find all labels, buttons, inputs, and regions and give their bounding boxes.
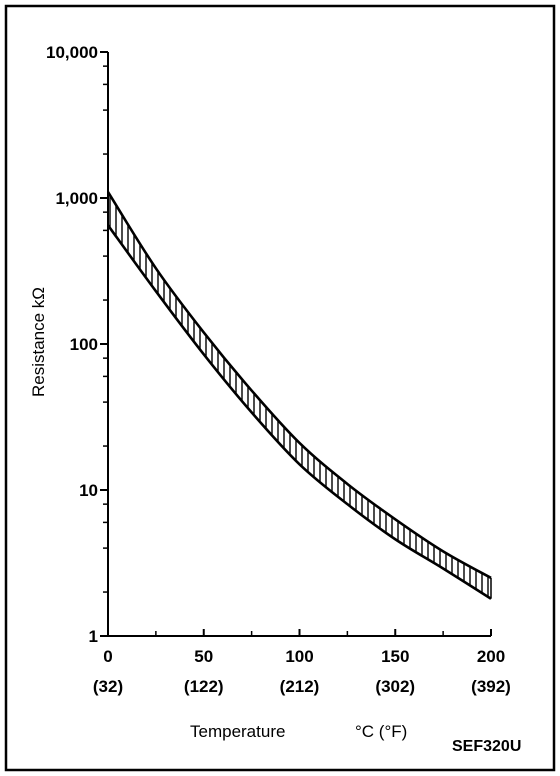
x-tick-label-fahrenheit: (302) <box>375 677 415 696</box>
y-tick-label: 100 <box>70 335 98 354</box>
x-tick-label-fahrenheit: (122) <box>184 677 224 696</box>
y-axis-label: Resistance kΩ <box>29 287 48 397</box>
y-tick-label: 10,000 <box>46 43 98 62</box>
figure-code: SEF320U <box>452 738 521 755</box>
y-tick-label: 10 <box>79 481 98 500</box>
x-tick-label-fahrenheit: (212) <box>280 677 320 696</box>
outer-border <box>4 4 556 772</box>
y-tick-label: 1,000 <box>55 189 98 208</box>
axis-ticks: 1 10 100 1,000 10,000 0 (32) 50 (122) 100 (212) 150… <box>46 43 511 696</box>
x-tick-label-fahrenheit: (32) <box>93 677 123 696</box>
x-axis-label: Temperature <box>190 722 285 741</box>
tolerance-band <box>108 191 491 599</box>
x-tick-label-fahrenheit: (392) <box>471 677 511 696</box>
x-tick-label: 100 <box>285 647 313 666</box>
y-tick-label: 1 <box>89 627 98 646</box>
x-axis-unit-label: °C (°F) <box>355 722 407 741</box>
x-tick-label: 50 <box>194 647 213 666</box>
x-tick-label: 0 <box>103 647 112 666</box>
lower-limit-line <box>106 224 492 600</box>
plot-area <box>106 191 492 600</box>
upper-limit-line <box>106 191 492 580</box>
x-tick-label: 150 <box>381 647 409 666</box>
x-tick-label: 200 <box>477 647 505 666</box>
